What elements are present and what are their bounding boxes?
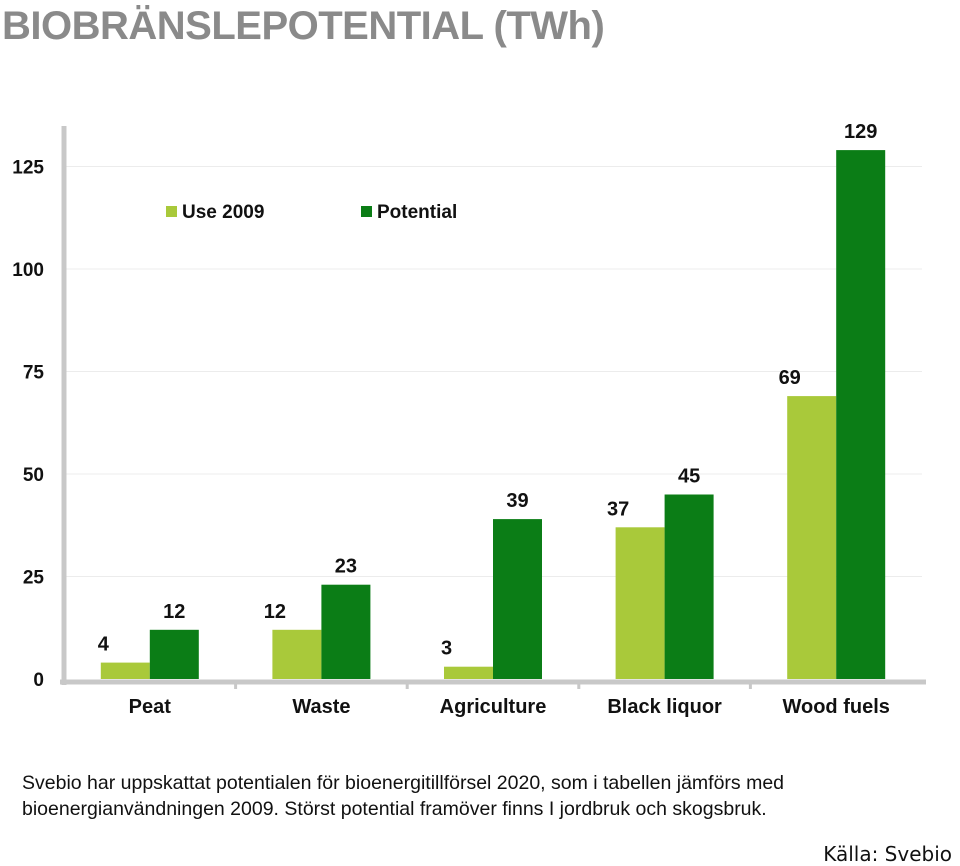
y-tick-label: 75	[23, 363, 45, 384]
y-tick-label: 100	[12, 260, 44, 281]
data-label: 12	[163, 601, 185, 623]
bar	[664, 494, 714, 679]
legend-label: Use 2009	[182, 202, 264, 223]
data-label: 37	[607, 498, 629, 520]
y-tick-label: 125	[12, 158, 44, 179]
legend-swatch	[361, 206, 372, 217]
x-tick-label: Waste	[292, 696, 350, 718]
data-label: 23	[335, 556, 357, 578]
x-tick-label: Black liquor	[607, 696, 722, 718]
y-tick-label: 25	[23, 568, 45, 589]
data-label: 69	[779, 367, 801, 389]
bar	[149, 629, 199, 679]
bar	[615, 527, 665, 679]
data-label: 4	[98, 634, 110, 656]
bar	[100, 662, 150, 679]
data-label: 129	[844, 121, 877, 143]
legend-swatch	[166, 206, 177, 217]
bar	[836, 150, 886, 680]
data-label: 3	[441, 638, 452, 660]
source-note: Källa: Svebio	[823, 842, 952, 866]
page-title: BIOBRÄNSLEPOTENTIAL (TWh)	[2, 4, 605, 48]
bar	[321, 584, 371, 679]
data-label: 45	[678, 466, 700, 488]
bar	[493, 519, 542, 679]
bar-chart: 0 25 50 75 100 125 4 12 Peat 12 23 Waste 3 39 Agricult…	[12, 121, 926, 718]
x-tick-label: Agriculture	[440, 696, 547, 718]
bar	[272, 629, 322, 679]
chart-caption: Svebio har uppskattat potentialen för bi…	[22, 772, 785, 820]
data-label: 39	[506, 490, 528, 512]
data-label: 12	[264, 601, 286, 623]
bar	[444, 666, 493, 679]
y-tick-label: 50	[23, 465, 44, 486]
y-tick-label: 0	[33, 670, 44, 691]
x-tick-label: Wood fuels	[782, 696, 889, 718]
bar	[787, 396, 837, 679]
x-tick-label: Peat	[129, 696, 172, 718]
legend-label: Potential	[377, 202, 457, 223]
